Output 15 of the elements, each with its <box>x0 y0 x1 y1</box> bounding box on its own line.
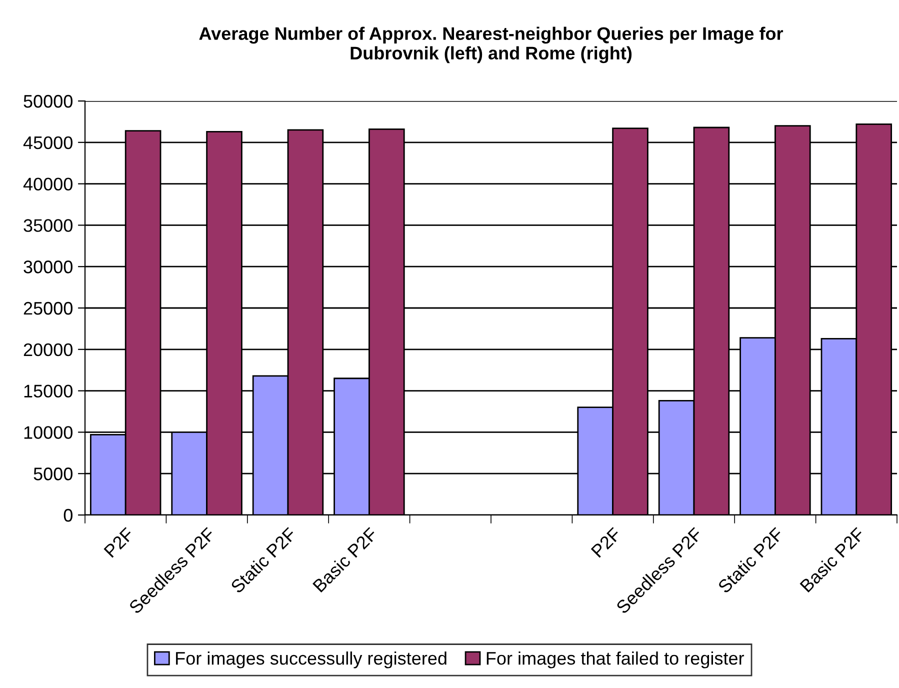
y-tick-label: 10000 <box>24 426 72 439</box>
y-tick-label: 35000 <box>24 219 72 232</box>
legend-label: For images successully registered <box>176 651 446 668</box>
y-tick-label: 15000 <box>24 384 72 398</box>
y-tick-label: 50000 <box>24 94 72 108</box>
chart-title: Average Number of Approx. Nearest-neighbor Queries per Image for Dubrovnik (left) and Rome (right) <box>199 26 784 64</box>
y-tick-label: 30000 <box>24 260 72 274</box>
y-tick-label: 20000 <box>24 343 72 356</box>
x-tick-label: P2F <box>104 526 134 558</box>
y-tick-label: 40000 <box>23 178 72 191</box>
y-tick-label: 5000 <box>34 468 72 480</box>
y-tick-label: 45000 <box>23 136 72 150</box>
legend-label: For images that failed to register <box>486 651 744 668</box>
y-tick-label: 25000 <box>24 302 72 315</box>
y-tick-label: 0 <box>64 508 72 522</box>
